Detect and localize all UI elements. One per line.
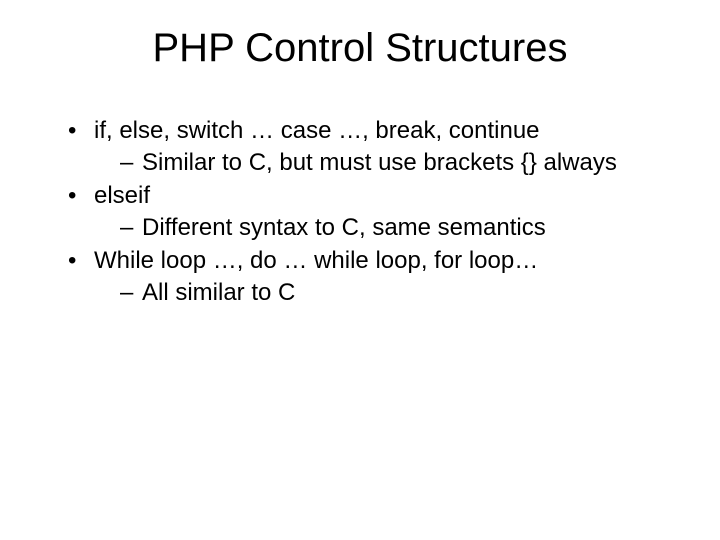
list-item: Different syntax to C, same semantics — [120, 212, 680, 244]
slide-title: PHP Control Structures — [40, 26, 680, 71]
list-item: Similar to C, but must use brackets {} a… — [120, 147, 680, 179]
list-item: All similar to C — [120, 277, 680, 309]
list-item: elseif Different syntax to C, same seman… — [68, 180, 680, 245]
bullet-text: elseif — [94, 182, 150, 209]
bullet-text: While loop …, do … while loop, for loop… — [94, 247, 538, 274]
sub-bullet-text: Different syntax to C, same semantics — [142, 214, 546, 241]
slide: PHP Control Structures if, else, switch … — [0, 0, 720, 540]
sub-bullet-list: All similar to C — [94, 277, 680, 309]
list-item: if, else, switch … case …, break, contin… — [68, 115, 680, 180]
sub-bullet-text: Similar to C, but must use brackets {} a… — [142, 149, 617, 176]
sub-bullet-list: Similar to C, but must use brackets {} a… — [94, 147, 680, 179]
sub-bullet-text: All similar to C — [142, 279, 295, 306]
bullet-text: if, else, switch … case …, break, contin… — [94, 117, 540, 144]
sub-bullet-list: Different syntax to C, same semantics — [94, 212, 680, 244]
list-item: While loop …, do … while loop, for loop…… — [68, 245, 680, 310]
bullet-list: if, else, switch … case …, break, contin… — [40, 115, 680, 309]
